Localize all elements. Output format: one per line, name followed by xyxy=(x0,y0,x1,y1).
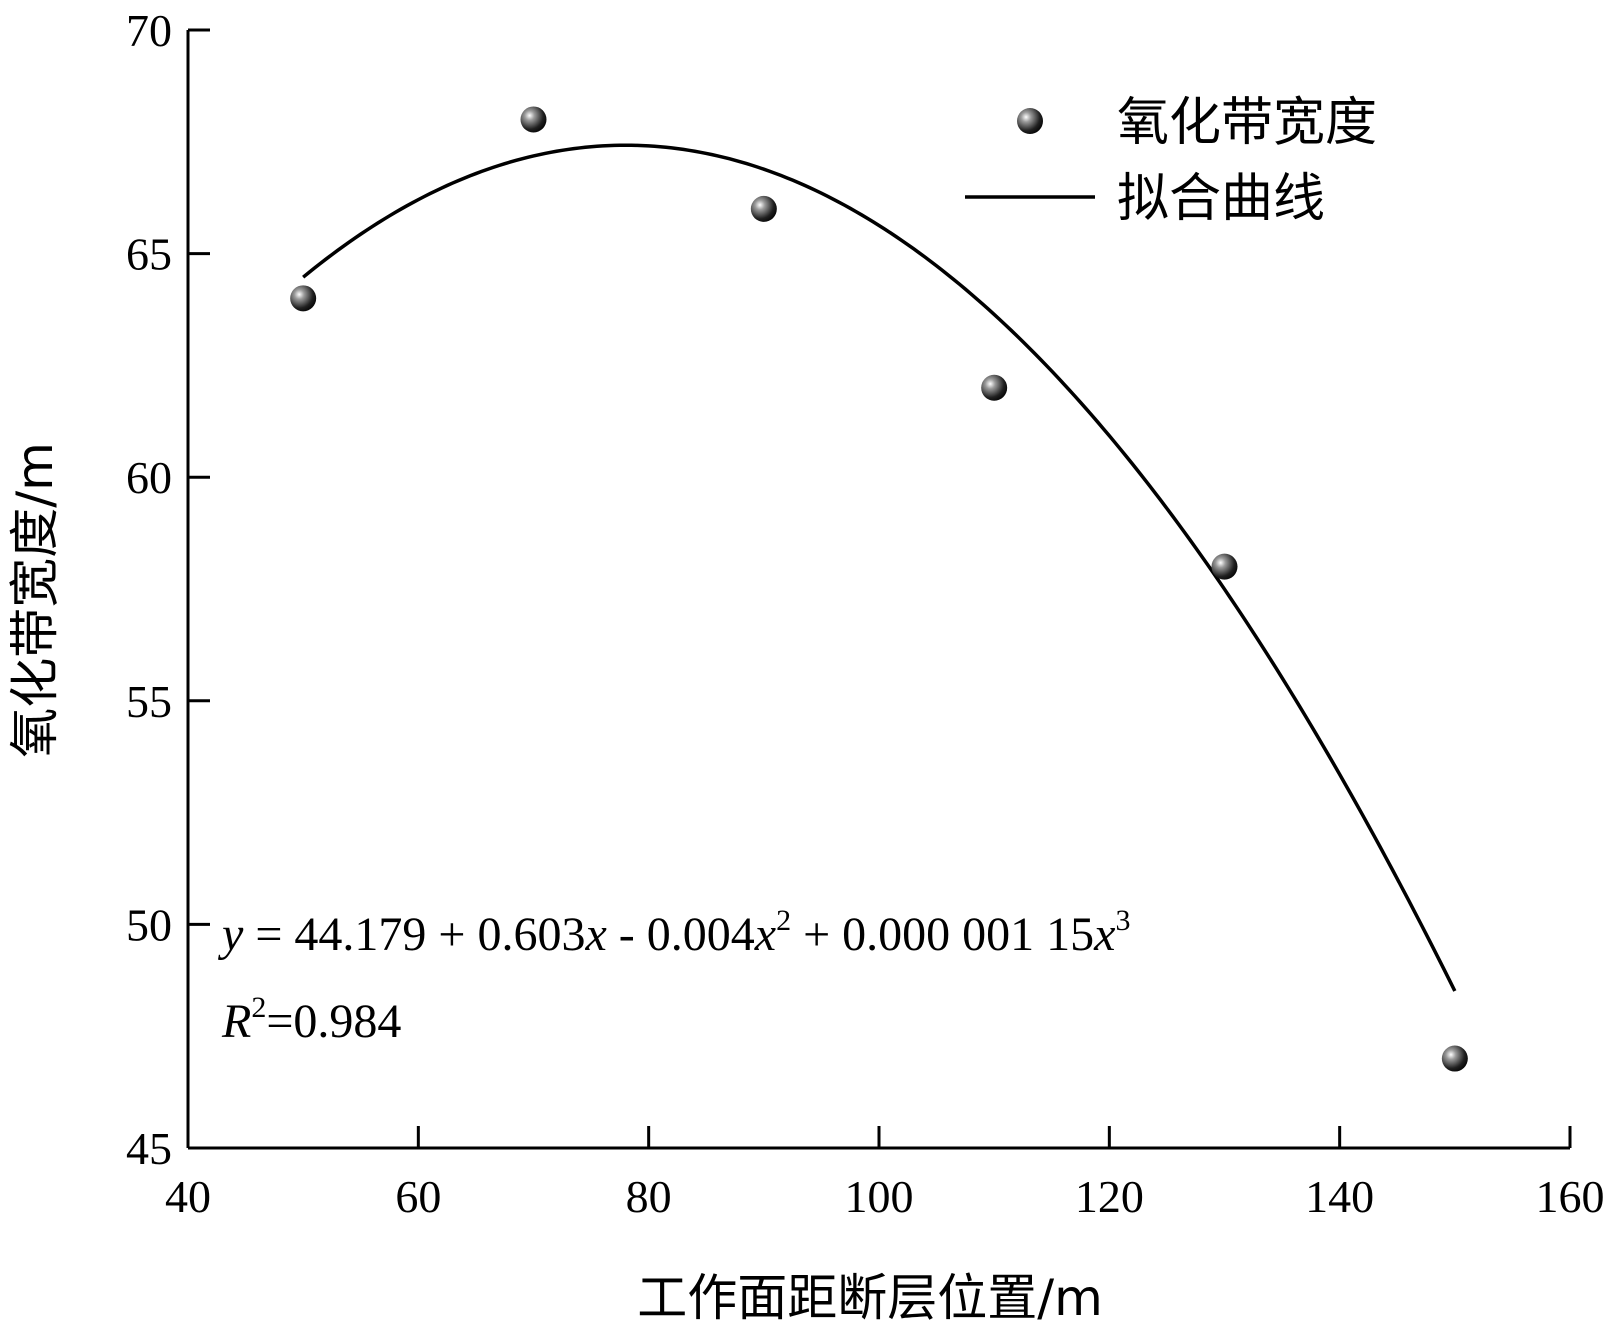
y-axis-title: 氧化带宽度/m xyxy=(6,442,64,758)
legend-marker-scatter xyxy=(1017,108,1043,134)
y-tick-label: 50 xyxy=(126,899,172,950)
data-point xyxy=(750,195,777,222)
fit-equation: y = 44.179 + 0.603x - 0.004x2 + 0.000 00… xyxy=(217,904,1130,961)
axes xyxy=(186,30,1570,1150)
x-tick-label: 40 xyxy=(165,1171,211,1222)
y-tick-label: 65 xyxy=(126,229,172,280)
data-point xyxy=(981,374,1008,401)
y-tick-label: 45 xyxy=(126,1123,172,1174)
x-tick-label: 60 xyxy=(395,1171,441,1222)
fit-curve-line xyxy=(302,143,1457,992)
y-tick-label: 55 xyxy=(126,676,172,727)
y-axis-ticks: 45 50 55 60 65 70 xyxy=(126,5,210,1174)
legend-label-scatter: 氧化带宽度 xyxy=(1117,93,1377,153)
x-tick-label: 100 xyxy=(845,1171,914,1222)
x-axis-ticks: 40 60 80 100 120 140 160 xyxy=(165,1126,1605,1222)
data-point xyxy=(290,285,317,312)
legend: 氧化带宽度 拟合曲线 xyxy=(965,93,1377,229)
y-tick-label: 70 xyxy=(126,5,172,56)
x-tick-label: 80 xyxy=(626,1171,672,1222)
legend-label-line: 拟合曲线 xyxy=(1117,169,1325,229)
y-tick-label: 60 xyxy=(126,452,172,503)
data-point xyxy=(1211,553,1238,580)
x-tick-label: 120 xyxy=(1075,1171,1144,1222)
x-axis-title: 工作面距断层位置/m xyxy=(637,1269,1103,1327)
data-point xyxy=(520,106,547,133)
x-tick-label: 140 xyxy=(1305,1171,1374,1222)
r-squared-label: R2=0.984 xyxy=(221,991,401,1048)
data-point xyxy=(1441,1045,1468,1072)
scatter-points xyxy=(290,106,1468,1072)
x-tick-label: 160 xyxy=(1536,1171,1605,1222)
